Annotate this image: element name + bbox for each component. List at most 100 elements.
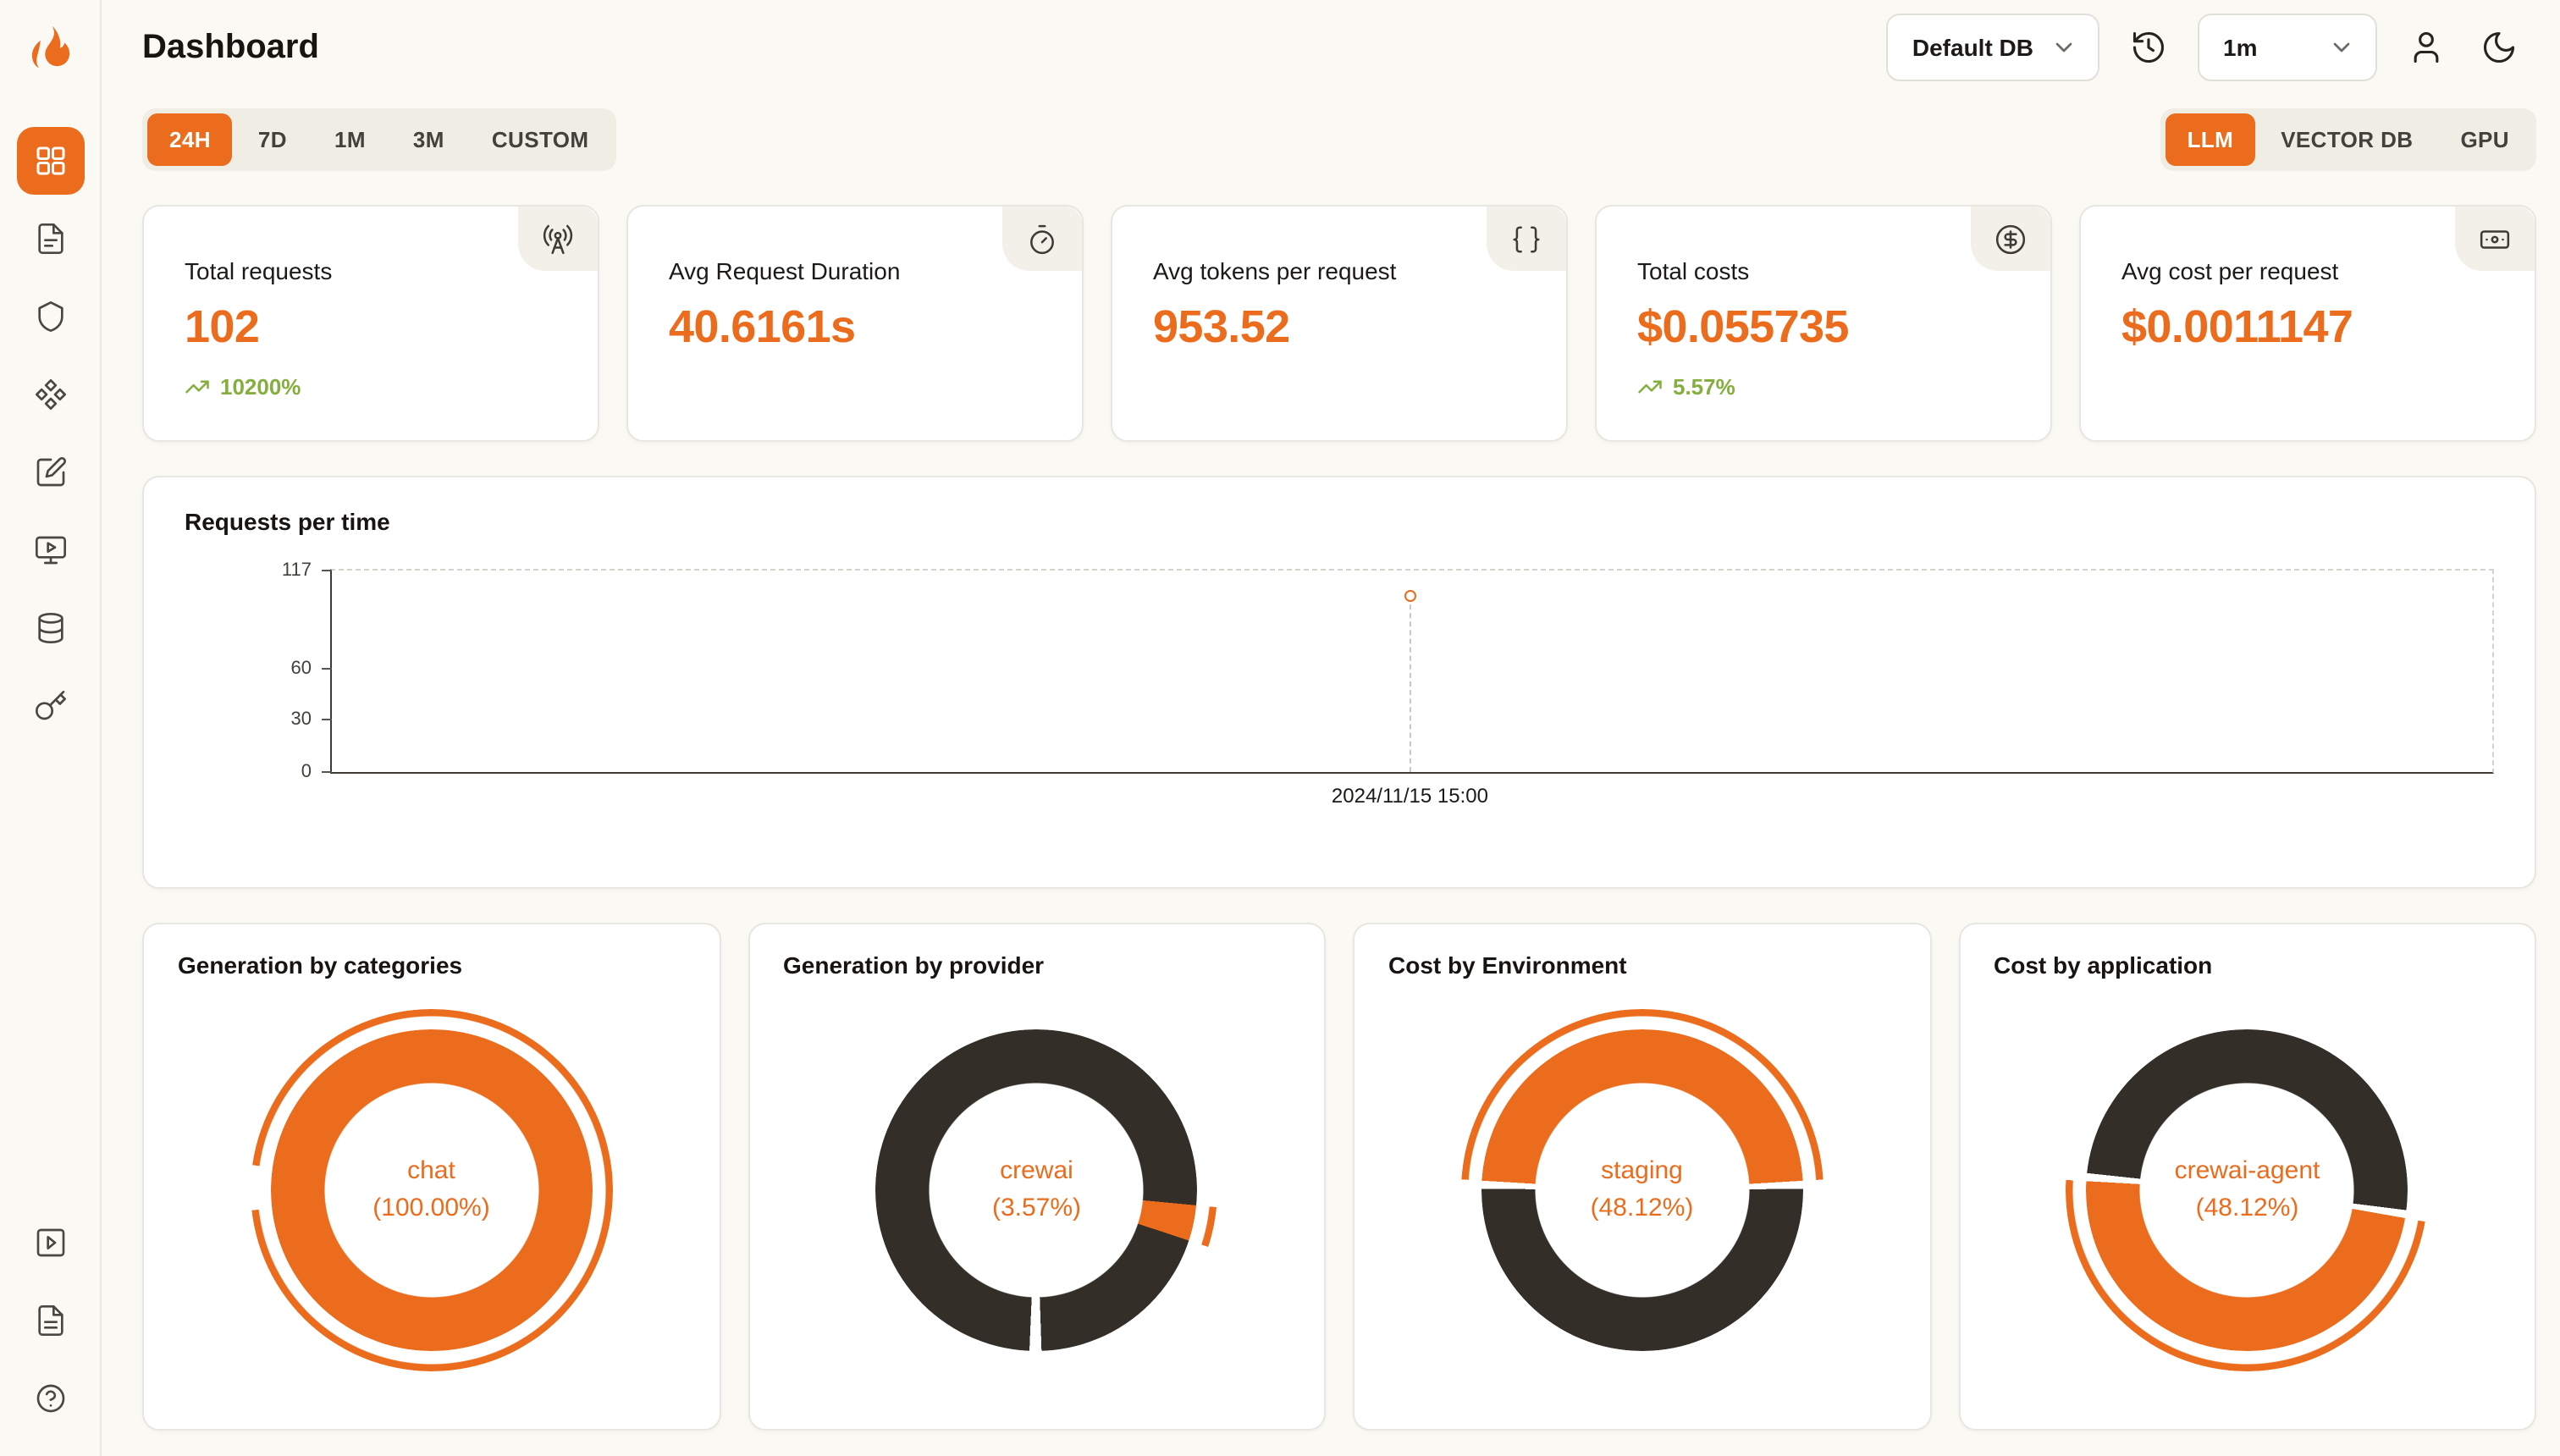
flame-logo-icon[interactable] xyxy=(23,22,77,76)
evaluations-edit-icon xyxy=(36,456,66,487)
getting-started-play-icon xyxy=(36,1228,64,1257)
sidebar-item-documentation[interactable] xyxy=(16,1287,84,1354)
dashboard-grid-icon xyxy=(36,146,64,175)
tab-1m[interactable]: 1M xyxy=(312,113,388,166)
sidebar-item-dashboard[interactable] xyxy=(16,127,84,195)
requests-chart-card: Requests per time 2024/11/15 15:00 0 30 60… xyxy=(142,476,2536,889)
donut-chart-provider[interactable]: crewai (3.57%) xyxy=(855,1009,1218,1371)
page-title: Dashboard xyxy=(142,28,319,65)
api-keys-key-icon xyxy=(35,691,65,720)
stat-card-avg-duration: Avg Request Duration 40.6161s xyxy=(626,205,1084,442)
modules-diamonds-icon xyxy=(35,379,65,410)
database-select[interactable]: Default DB xyxy=(1886,14,2099,81)
tab-llm[interactable]: LLM xyxy=(2165,113,2256,166)
y-tick-label: 0 xyxy=(301,762,312,782)
requests-file-icon xyxy=(37,223,63,254)
donut-chart-application[interactable]: crewai-agent (48.12%) xyxy=(2066,1009,2429,1371)
sidebar xyxy=(0,0,102,1456)
requests-plot: 2024/11/15 15:00 0 30 60 117 xyxy=(282,560,2494,808)
theme-toggle-moon-icon[interactable] xyxy=(2475,24,2523,71)
donut-ring[interactable] xyxy=(2086,1029,2408,1351)
tab-custom[interactable]: CUSTOM xyxy=(470,113,611,166)
donut-title: Cost by application xyxy=(1994,951,2213,979)
stat-value: 102 xyxy=(185,301,260,352)
exceptions-shield-icon xyxy=(37,301,63,332)
timer-icon xyxy=(1002,207,1082,271)
stat-label: Avg tokens per request xyxy=(1153,257,1397,284)
donut-chart-categories[interactable]: chat (100.00%) xyxy=(250,1009,613,1371)
y-tick-mark xyxy=(322,570,332,571)
user-icon[interactable] xyxy=(2403,24,2450,71)
point-guide-line xyxy=(1409,596,1411,772)
tab-vector-db[interactable]: VECTOR DB xyxy=(2259,113,2435,166)
database-select-value: Default DB xyxy=(1912,34,2033,61)
donut-card-cost-by-application: Cost by application crewai-agent (48.12%… xyxy=(1958,923,2536,1431)
y-tick-label: 60 xyxy=(290,658,312,679)
stat-label: Avg Request Duration xyxy=(669,257,901,284)
donut-card-generation-by-categories: Generation by categories chat (100.00%) xyxy=(142,923,720,1431)
tab-gpu[interactable]: GPU xyxy=(2438,113,2531,166)
history-icon[interactable] xyxy=(2125,24,2172,71)
sidebar-bottom xyxy=(16,1209,84,1432)
databases-icon xyxy=(37,613,63,643)
sidebar-item-api-keys[interactable] xyxy=(16,672,84,740)
donut-title: Cost by Environment xyxy=(1388,951,1627,979)
stat-value: 40.6161s xyxy=(669,301,856,352)
banknote-icon xyxy=(2455,207,2535,271)
y-tick-label: 117 xyxy=(281,560,312,581)
sidebar-item-exceptions[interactable] xyxy=(16,283,84,350)
stat-label: Avg cost per request xyxy=(2121,257,2339,284)
stat-card-avg-cost: Avg cost per request $0.0011147 xyxy=(2079,205,2536,442)
help-circle-icon xyxy=(36,1384,64,1413)
trending-up-icon xyxy=(185,380,209,394)
stat-card-avg-tokens: Avg tokens per request 953.52 xyxy=(1111,205,1568,442)
donut-center-label: crewai-agent (48.12%) xyxy=(2174,1156,2320,1223)
donut-center-label: crewai (3.57%) xyxy=(991,1156,1082,1223)
donut-chart-environment[interactable]: staging (48.12%) xyxy=(1460,1009,1823,1371)
chart-title: Requests per time xyxy=(185,508,390,535)
sidebar-item-requests[interactable] xyxy=(16,205,84,273)
donut-ring[interactable] xyxy=(1481,1029,1803,1351)
tab-7d[interactable]: 7D xyxy=(236,113,309,166)
playground-monitor-icon xyxy=(35,536,65,565)
donut-title: Generation by categories xyxy=(178,951,463,979)
sidebar-item-help[interactable] xyxy=(16,1365,84,1432)
chevron-down-icon xyxy=(2328,34,2355,61)
sidebar-item-getting-started[interactable] xyxy=(16,1209,84,1277)
y-tick-mark xyxy=(322,719,332,721)
sidebar-item-databases[interactable] xyxy=(16,594,84,662)
braces-icon xyxy=(1487,207,1566,271)
donut-row: Generation by categories chat (100.00%) xyxy=(142,923,2536,1431)
filter-row: 24H 7D 1M 3M CUSTOM LLM VECTOR DB GPU xyxy=(142,108,2536,171)
documentation-file-icon xyxy=(37,1305,63,1336)
tab-24h[interactable]: 24H xyxy=(147,113,233,166)
time-range-tabs: 24H 7D 1M 3M CUSTOM xyxy=(142,108,616,171)
stats-row: Total requests 102 10200% Avg Request Du… xyxy=(142,205,2536,442)
main-area: Dashboard Default DB 1m xyxy=(102,0,2560,1456)
stat-delta: 5.57% xyxy=(1637,374,2017,400)
chevron-down-icon xyxy=(2050,34,2077,61)
stat-value: $0.055735 xyxy=(1637,301,1849,352)
refresh-interval-value: 1m xyxy=(2223,34,2258,61)
data-point[interactable] xyxy=(1404,590,1416,603)
donut-center-label: staging (48.12%) xyxy=(1590,1156,1694,1223)
topbar: Dashboard Default DB 1m xyxy=(102,0,2560,95)
donut-card-cost-by-environment: Cost by Environment staging (48.12%) xyxy=(1353,923,1931,1431)
trending-up-icon xyxy=(1638,380,1662,394)
dashboard-content: 24H 7D 1M 3M CUSTOM LLM VECTOR DB GPU xyxy=(102,95,2560,1456)
donut-ring[interactable] xyxy=(875,1029,1198,1351)
y-tick-mark xyxy=(322,771,332,773)
topbar-controls: Default DB 1m xyxy=(1886,14,2523,81)
radio-tower-icon xyxy=(518,207,598,271)
sidebar-item-playground[interactable] xyxy=(16,516,84,584)
stat-value: 953.52 xyxy=(1153,301,1290,352)
refresh-interval-select[interactable]: 1m xyxy=(2198,14,2377,81)
donut-ring[interactable] xyxy=(270,1029,593,1351)
donut-card-generation-by-provider: Generation by provider crewai (3.57%) xyxy=(748,923,1326,1431)
tab-3m[interactable]: 3M xyxy=(391,113,466,166)
x-axis-label: 2024/11/15 15:00 xyxy=(1331,784,1488,808)
sidebar-item-evaluations[interactable] xyxy=(16,438,84,506)
stat-delta: 10200% xyxy=(185,374,564,400)
sidebar-item-modules[interactable] xyxy=(16,361,84,428)
